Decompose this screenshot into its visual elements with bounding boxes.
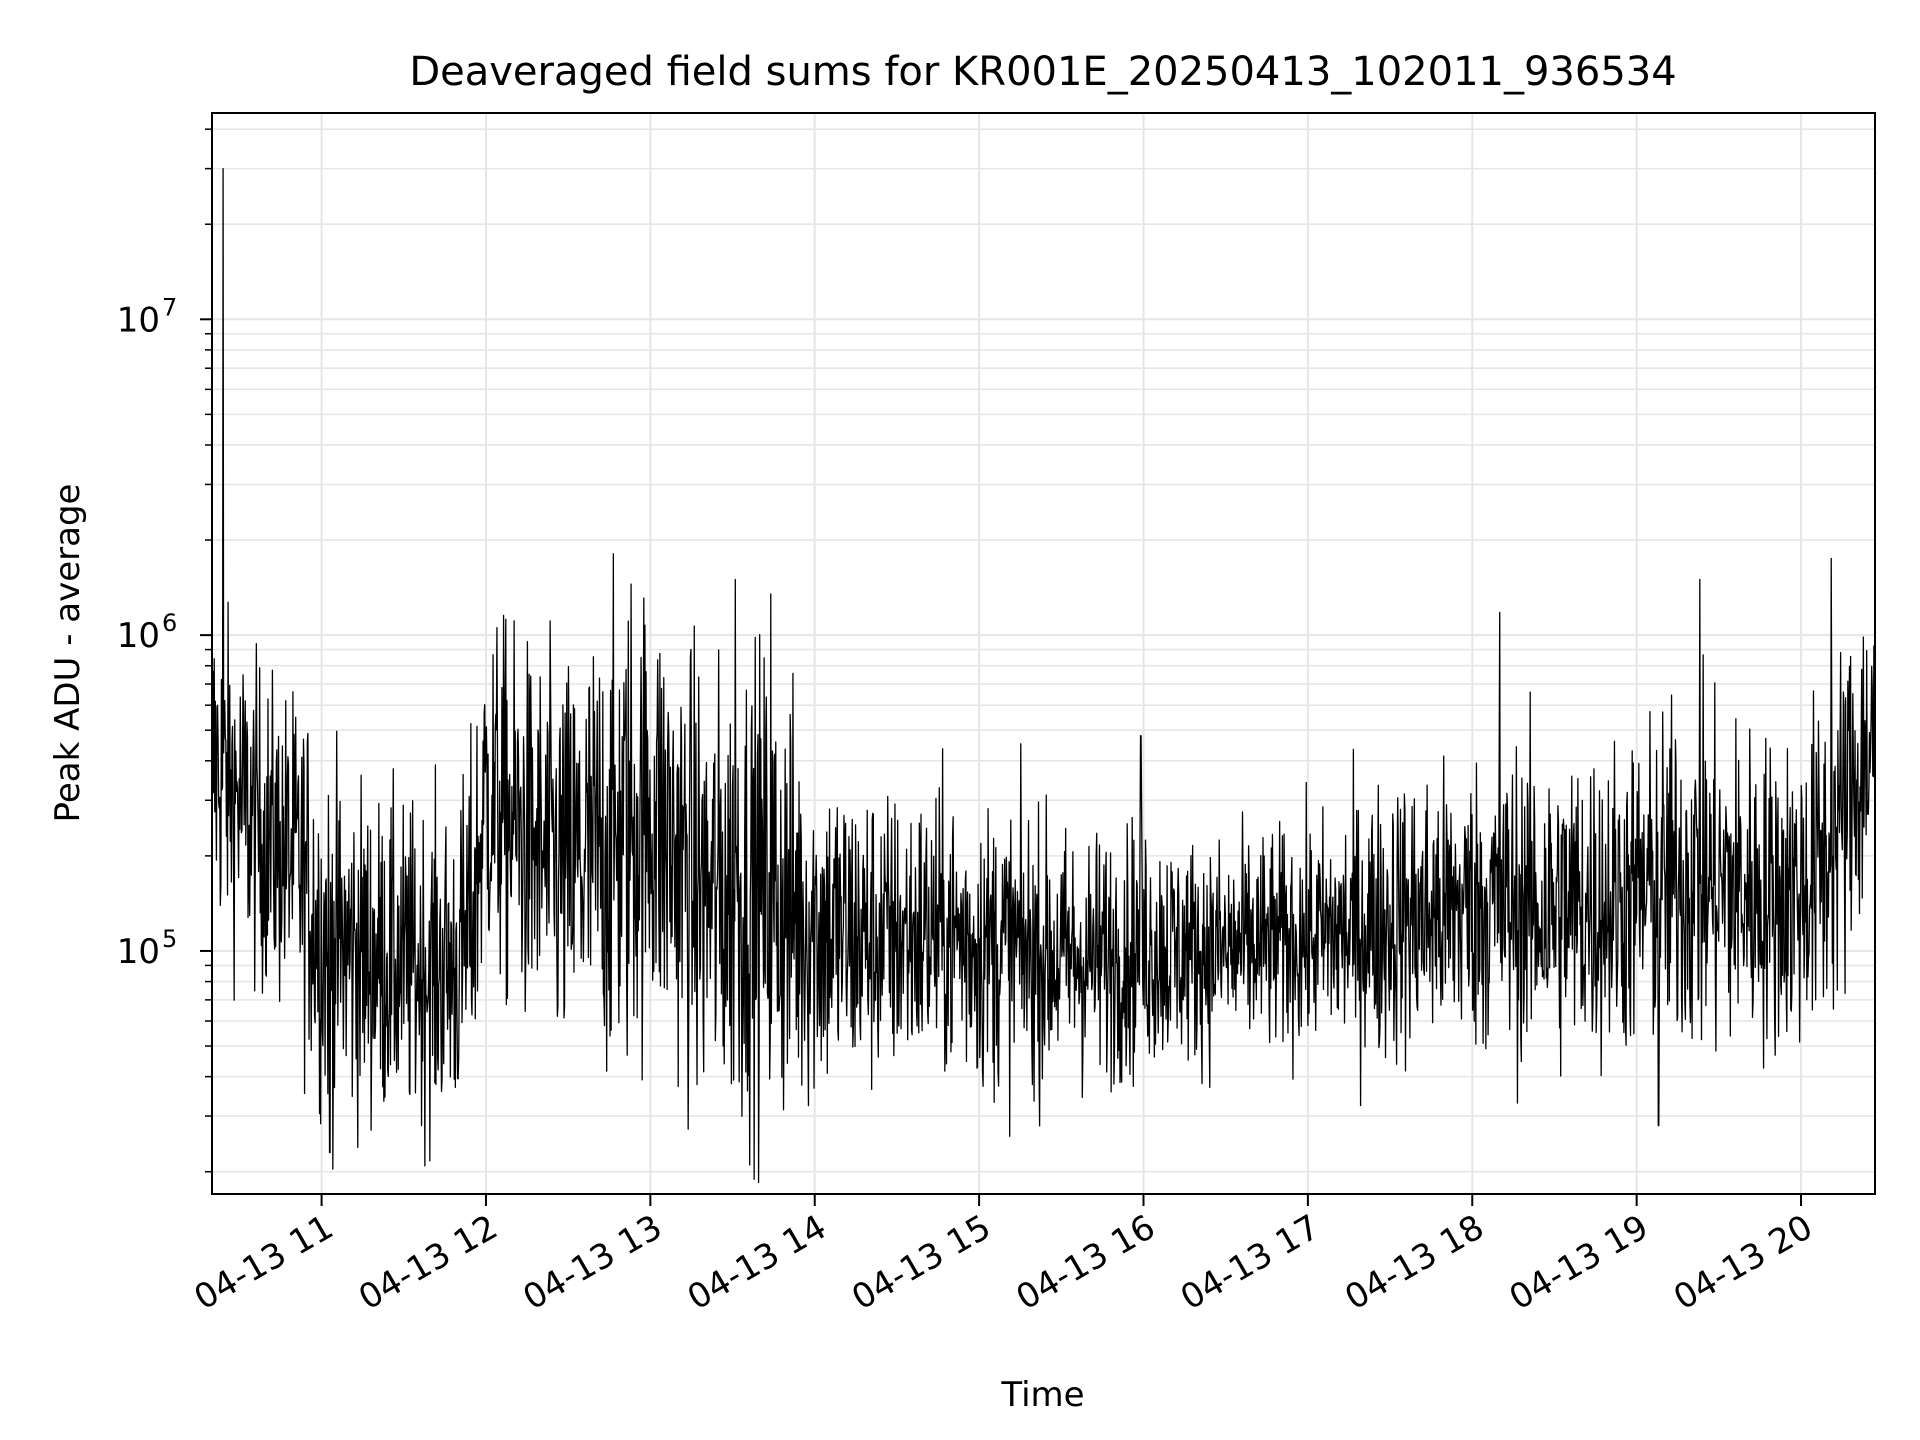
y-tick-exponent: 7 [162,293,177,321]
y-tick-exponent: 6 [162,609,177,637]
y-tick-exponent: 5 [162,925,177,953]
plot-frame [211,112,1876,1195]
y-tick-label: 10 [117,932,160,972]
x-axis-label: Time [1000,1375,1084,1415]
y-axis-label: Peak ADU - average [48,484,88,823]
y-tick-label: 10 [117,300,160,340]
y-tick-label: 10 [117,616,160,656]
series-line [211,167,1876,1184]
chart-title: Deaveraged field sums for KR001E_2025041… [409,49,1676,95]
grid [212,113,1875,1194]
data-line-layer [211,167,1876,1184]
